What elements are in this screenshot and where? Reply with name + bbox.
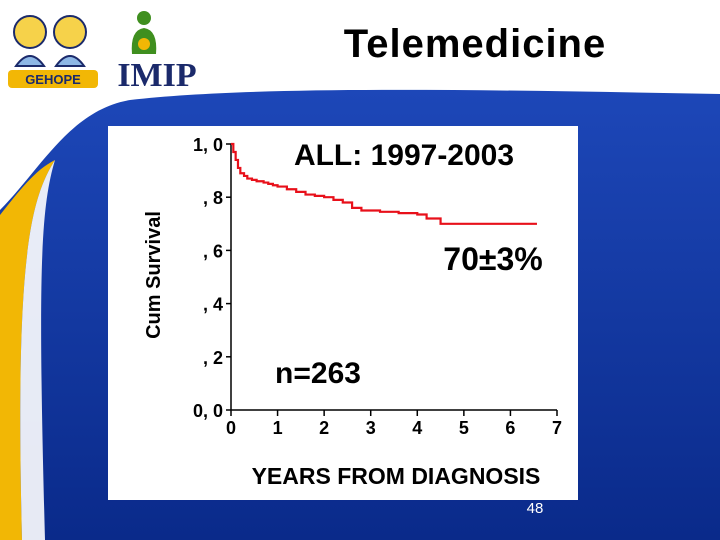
y-tick-label: , 8 <box>203 188 223 208</box>
child-head-left <box>13 15 47 49</box>
imip-logo-text: IMIP <box>117 57 196 92</box>
y-tick-label: , 6 <box>203 241 223 261</box>
y-tick-label: , 2 <box>203 348 223 368</box>
x-tick-label: 2 <box>319 418 329 438</box>
child-body-left <box>14 55 46 67</box>
imip-figure-child <box>138 38 150 50</box>
x-axis-label: YEARS FROM DIAGNOSIS <box>252 463 541 489</box>
slide-title: Telemedicine <box>343 22 607 66</box>
white-wave-stripe <box>20 160 55 540</box>
survival-annotation: 70±3% <box>443 241 542 277</box>
x-tick-label: 3 <box>366 418 376 438</box>
x-tick-label: 0 <box>226 418 236 438</box>
gehope-logo: GEHOPE <box>8 15 98 88</box>
child-head-right <box>53 15 87 49</box>
y-axis: 0, 0 , 2 , 4 , 6 , 8 1, 0 <box>193 135 232 421</box>
imip-logo: IMIP <box>117 11 197 92</box>
x-tick-label: 5 <box>459 418 469 438</box>
x-tick-label: 7 <box>552 418 562 438</box>
chart-title: ALL: 1997-2003 <box>294 139 514 172</box>
y-axis-label: Cum Survival <box>143 211 165 339</box>
survival-curve <box>231 142 537 225</box>
x-tick-label: 6 <box>505 418 515 438</box>
y-tick-label: 1, 0 <box>193 135 223 155</box>
imip-figure-head <box>137 11 151 25</box>
yellow-wave-stripe <box>0 160 55 540</box>
child-body-right <box>54 55 86 67</box>
x-axis: 0 1 2 3 4 5 6 7 <box>226 409 562 438</box>
x-tick-label: 1 <box>273 418 283 438</box>
y-tick-label: 0, 0 <box>193 401 223 421</box>
n-annotation: n=263 <box>275 357 361 390</box>
plot-panel <box>108 126 578 500</box>
x-tick-label: 4 <box>412 418 422 438</box>
y-tick-label: , 4 <box>203 295 223 315</box>
page-number: 48 <box>526 500 544 517</box>
gehope-logo-text: GEHOPE <box>25 72 81 87</box>
